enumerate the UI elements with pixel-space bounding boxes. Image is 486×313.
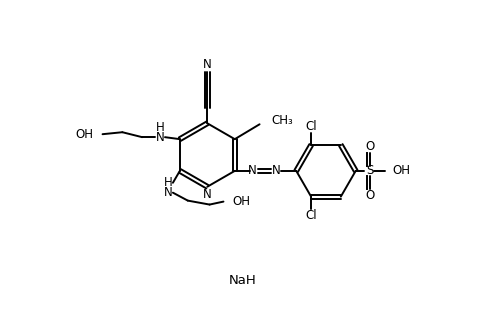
Text: H: H bbox=[156, 121, 164, 134]
Text: N: N bbox=[203, 58, 212, 71]
Text: N: N bbox=[203, 188, 212, 201]
Text: O: O bbox=[365, 140, 374, 153]
Text: NaH: NaH bbox=[229, 275, 257, 287]
Text: CH₃: CH₃ bbox=[272, 114, 293, 127]
Text: Cl: Cl bbox=[305, 209, 317, 222]
Text: H: H bbox=[164, 176, 173, 189]
Text: S: S bbox=[366, 164, 373, 177]
Text: N: N bbox=[248, 164, 257, 177]
Text: Cl: Cl bbox=[305, 120, 317, 133]
Text: OH: OH bbox=[392, 164, 410, 177]
Text: OH: OH bbox=[232, 195, 250, 208]
Text: N: N bbox=[272, 164, 281, 177]
Text: N: N bbox=[156, 131, 164, 144]
Text: O: O bbox=[365, 189, 374, 202]
Text: OH: OH bbox=[76, 128, 94, 141]
Text: N: N bbox=[164, 186, 173, 199]
